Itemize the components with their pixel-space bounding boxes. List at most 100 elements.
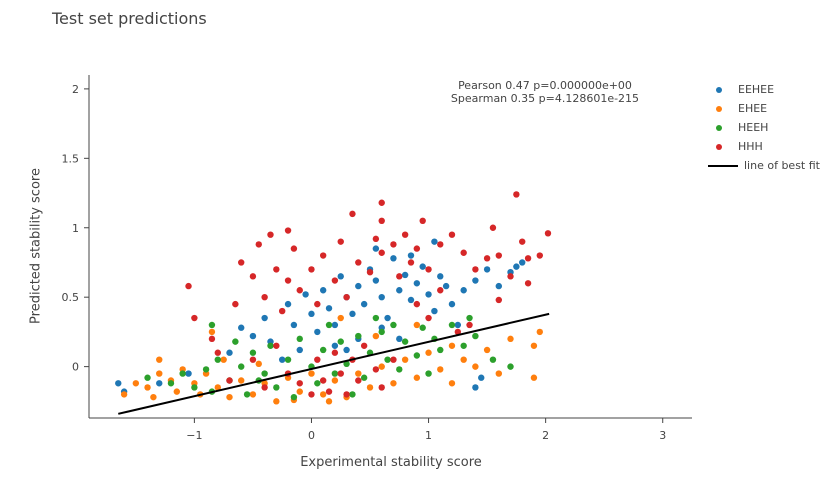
data-point — [530, 374, 538, 381]
data-point — [156, 380, 163, 387]
data-point — [437, 241, 444, 248]
data-point — [185, 370, 192, 377]
data-point — [472, 277, 479, 284]
data-point — [232, 338, 239, 345]
x-tick-label: 2 — [542, 429, 549, 442]
data-point — [238, 324, 245, 331]
legend-marker-best-fit — [708, 164, 738, 167]
data-point — [360, 342, 368, 349]
x-tick-label: 3 — [659, 429, 666, 442]
data-point — [448, 342, 456, 349]
data-point — [179, 370, 186, 377]
data-point — [238, 363, 245, 370]
data-point — [261, 293, 268, 301]
legend-marker-ehee — [716, 105, 722, 112]
data-point — [495, 296, 503, 304]
data-point — [331, 370, 339, 377]
x-tick-label: 0 — [308, 429, 315, 442]
data-point — [478, 374, 485, 381]
data-point — [530, 342, 538, 349]
data-point — [425, 291, 432, 298]
best-fit-line — [118, 312, 550, 415]
data-point — [337, 238, 344, 245]
data-point — [232, 300, 239, 308]
legend-item-best-fit[interactable]: line of best fit — [706, 156, 820, 175]
data-point — [284, 300, 292, 308]
data-point — [507, 363, 514, 370]
data-point — [267, 342, 274, 349]
data-point — [167, 380, 175, 387]
data-point — [495, 252, 503, 259]
y-tick-label: 0 — [72, 361, 79, 374]
data-point — [442, 282, 450, 290]
data-point — [120, 391, 128, 398]
data-point — [390, 321, 397, 329]
data-point — [413, 280, 421, 287]
data-point — [343, 391, 350, 398]
data-point — [390, 255, 397, 262]
data-point — [278, 356, 286, 363]
data-point — [261, 370, 268, 377]
data-point — [544, 230, 552, 237]
data-point — [156, 370, 163, 377]
data-point — [144, 384, 151, 391]
data-point — [331, 277, 339, 284]
data-point — [378, 363, 385, 370]
data-point — [366, 384, 374, 391]
legend-item-hhh[interactable]: HHH — [706, 137, 820, 156]
data-point — [483, 346, 491, 354]
data-point — [331, 321, 339, 329]
data-point — [384, 314, 391, 322]
data-point — [208, 328, 216, 336]
data-point — [325, 321, 333, 329]
data-point — [144, 374, 151, 381]
data-point — [460, 356, 467, 363]
data-point — [319, 377, 327, 384]
data-point — [302, 291, 309, 298]
data-point — [208, 321, 216, 329]
data-point — [419, 324, 426, 331]
data-point — [115, 380, 122, 387]
data-point — [513, 263, 520, 270]
data-point — [390, 380, 397, 387]
data-point — [355, 370, 362, 377]
data-point — [437, 287, 444, 294]
series-hhh — [185, 191, 552, 398]
data-point — [372, 366, 380, 373]
data-point — [454, 321, 462, 329]
legend-label-hhh: HHH — [738, 140, 763, 153]
data-point — [308, 266, 315, 273]
data-point — [349, 391, 356, 398]
data-point — [507, 273, 514, 280]
data-point — [425, 314, 432, 322]
data-point — [390, 241, 397, 248]
data-point — [536, 328, 543, 336]
legend-item-ehee[interactable]: EHEE — [706, 99, 820, 118]
data-point — [331, 342, 339, 349]
data-point — [413, 245, 421, 252]
data-point — [349, 310, 356, 318]
data-point — [284, 227, 292, 234]
data-point — [349, 210, 356, 218]
legend-item-heeh[interactable]: HEEH — [706, 118, 820, 137]
data-point — [290, 245, 298, 252]
data-point — [378, 293, 385, 301]
legend-label-ehee: EHEE — [738, 102, 768, 115]
data-point — [314, 380, 321, 387]
data-point — [401, 231, 409, 238]
data-point — [296, 346, 303, 354]
data-point — [220, 356, 227, 363]
data-point — [372, 332, 380, 340]
x-tick-label: 1 — [425, 429, 432, 442]
data-point — [243, 391, 251, 398]
legend-label-best-fit: line of best fit — [744, 159, 820, 172]
data-point — [273, 342, 280, 349]
legend-item-eehee[interactable]: EEHEE — [706, 80, 820, 99]
data-point — [249, 332, 257, 340]
data-point — [319, 287, 327, 294]
data-point — [214, 384, 221, 391]
spearman-annotation: Spearman 0.35 p=4.128601e-215 — [451, 92, 639, 105]
data-point — [255, 360, 262, 368]
data-point — [378, 328, 385, 336]
data-point — [296, 335, 303, 343]
